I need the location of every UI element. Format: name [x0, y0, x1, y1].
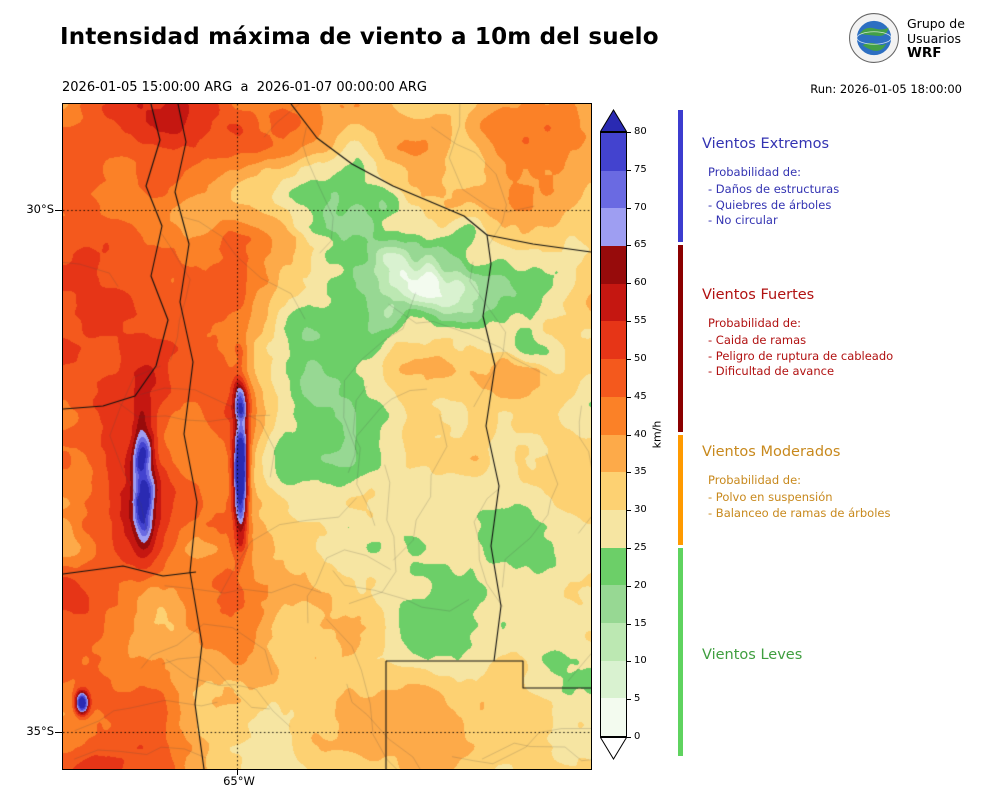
colorbar-tick-label: 0 — [634, 731, 641, 742]
legend-section-vientos-fuertes: Vientos Fuertes Probabilidad de: - Caida d… — [702, 287, 994, 380]
lon-tickmark — [237, 770, 238, 775]
colorbar-tick-label: 15 — [634, 617, 647, 629]
colorbar-tickmark — [627, 283, 631, 285]
colorbar-segment — [601, 359, 626, 397]
colorbar-tickmark — [627, 434, 631, 436]
colorbar-tickmark — [627, 245, 631, 247]
colorbar-segment — [601, 660, 626, 699]
page-title: Intensidad máxima de viento a 10m del su… — [60, 24, 659, 50]
colorbar-segment — [601, 208, 626, 247]
legend-title-vientos-fuertes: Vientos Fuertes — [702, 287, 815, 303]
colorbar-tick-label: 50 — [634, 352, 647, 364]
legend-section-vientos-leves: Vientos Leves — [702, 647, 994, 676]
colorbar-segment — [601, 698, 626, 736]
legend-item: - Dificultad de avance — [708, 364, 835, 378]
colorbar-tickmark — [627, 547, 631, 549]
colorbar-tick-label: 10 — [634, 655, 647, 667]
colorbar-tickmark — [627, 472, 631, 474]
colorbar-tick-label: 60 — [634, 277, 647, 289]
legend-section-vientos-moderados: Vientos Moderados Probabilidad de: - Polvo… — [702, 444, 994, 521]
colorbar-tick-label: 35 — [634, 466, 647, 478]
colorbar-segment — [601, 396, 626, 435]
colorbar-over-arrow — [600, 109, 627, 132]
wrf-users-group-logo: Grupo de Usuarios WRF — [848, 12, 965, 64]
colorbar-tick-label: 75 — [634, 163, 647, 175]
lat-tick-label: 35°S — [26, 724, 54, 738]
legend-item: - Polvo en suspensión — [708, 490, 833, 504]
colorbar-segment — [601, 246, 626, 284]
legend-bar-vientos-extremos — [678, 110, 683, 243]
colorbar-under-arrow — [600, 737, 627, 760]
colorbar-tickmark — [627, 169, 631, 171]
logo-line-1: Grupo de — [907, 15, 965, 31]
legend-item: - Daños de estructuras — [708, 182, 840, 196]
colorbar-tick-label: 80 — [634, 126, 647, 137]
logo-line-3: WRF — [907, 44, 942, 61]
lat-tick-label: 30°S — [26, 202, 54, 216]
forecast-period: 2026-01-05 15:00:00 ARG a 2026-01-07 00:… — [62, 80, 427, 95]
colorbar-tickmark — [627, 321, 631, 323]
colorbar-tickmark — [627, 207, 631, 209]
colorbar-tick-label: 55 — [634, 315, 647, 327]
legend-item: - No circular — [708, 213, 778, 227]
legend-subtitle: Probabilidad de: — [708, 165, 802, 179]
legend-item: - Caida de ramas — [708, 333, 807, 347]
logo-text: Grupo de Usuarios WRF — [907, 16, 965, 61]
colorbar-tick-label: 30 — [634, 504, 647, 516]
legend-bar-vientos-fuertes — [678, 245, 683, 432]
colorbar-segment — [601, 472, 626, 510]
colorbar-tickmark — [627, 132, 631, 133]
colorbar-tickmark — [627, 396, 631, 398]
colorbar-tick-label: 5 — [634, 693, 641, 705]
logo-line-2: Usuarios — [907, 30, 962, 46]
colorbar-tickmark — [627, 623, 631, 625]
legend-bar-vientos-moderados — [678, 434, 683, 545]
colorbar-tick-label: 25 — [634, 541, 647, 553]
legend-title-vientos-leves: Vientos Leves — [702, 647, 803, 663]
colorbar-segment — [601, 585, 626, 623]
colorbar-segment — [601, 133, 626, 171]
model-run-label: Run: 2026-01-05 18:00:00 — [810, 82, 962, 96]
colorbar — [600, 132, 627, 737]
lat-tickmark — [55, 732, 62, 733]
colorbar-tickmark — [627, 699, 631, 701]
legend-item: - Peligro de ruptura de cableado — [708, 348, 894, 363]
colorbar-tick-label: 70 — [634, 201, 647, 213]
legend-item: - Quiebres de árboles — [708, 197, 832, 212]
colorbar-unit-label: km/h — [650, 420, 664, 449]
globe-icon — [849, 13, 899, 63]
colorbar-segment — [601, 434, 626, 473]
legend-subtitle: Probabilidad de: — [708, 473, 802, 487]
legend-section-vientos-extremos: Vientos Extremos Probabilidad de: - Daños … — [702, 136, 994, 229]
colorbar-segment — [601, 547, 626, 586]
legend-item: - Balanceo de ramas de árboles — [708, 505, 891, 520]
colorbar-segment — [601, 170, 626, 209]
colorbar-tick-label: 45 — [634, 390, 647, 402]
legend-title-vientos-extremos: Vientos Extremos — [702, 136, 830, 152]
colorbar-tickmark — [627, 737, 631, 738]
colorbar-tick-label: 20 — [634, 579, 647, 591]
colorbar-tickmark — [627, 585, 631, 587]
colorbar-tickmark — [627, 358, 631, 360]
lon-tick-label: 65°W — [223, 774, 255, 788]
legend-title-vientos-moderados: Vientos Moderados — [702, 444, 841, 460]
colorbar-tick-label: 65 — [634, 239, 647, 251]
lat-tickmark — [55, 210, 62, 211]
colorbar-segment — [601, 622, 626, 661]
colorbar-segment — [601, 509, 626, 548]
colorbar-tick-label: 40 — [634, 428, 647, 440]
colorbar-segment — [601, 283, 626, 322]
colorbar-tickmark — [627, 661, 631, 663]
colorbar-segment — [601, 321, 626, 360]
colorbar-tickmark — [627, 510, 631, 512]
legend-subtitle: Probabilidad de: — [708, 316, 802, 330]
wind-intensity-map — [62, 103, 592, 770]
legend-bar-vientos-leves — [678, 547, 683, 756]
